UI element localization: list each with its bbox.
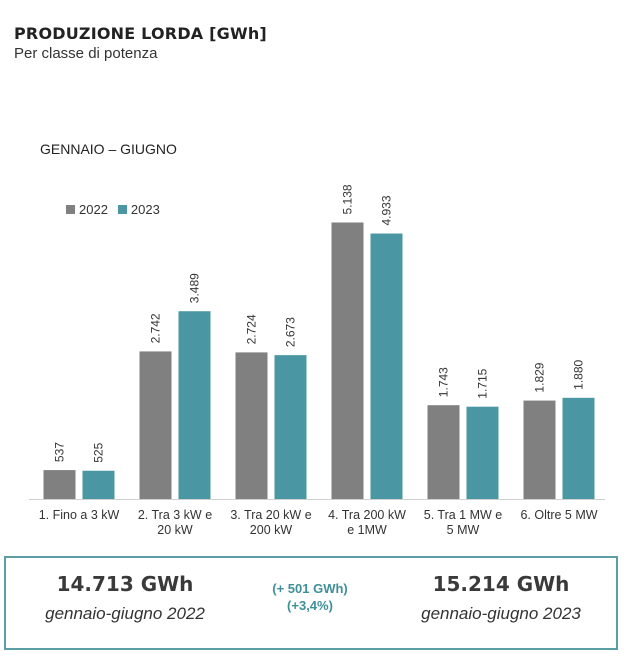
category-label-3-line-1: 3. Tra 20 kW e [230, 508, 311, 522]
data-label-2022-5: 1.743 [437, 367, 451, 397]
page-subtitle: Per classe di potenza [14, 45, 157, 62]
data-label-2022-1: 537 [53, 442, 67, 462]
data-label-2022-2: 2.742 [149, 313, 163, 343]
bar-2022-2 [140, 351, 172, 499]
bar-2023-1 [83, 471, 115, 499]
bar-2022-3 [236, 352, 268, 499]
data-label-2022-4: 5.138 [341, 184, 355, 214]
category-label-2-line-1: 2. Tra 3 kW e [138, 508, 212, 522]
summary-2022-value: 14.713 GWh [20, 572, 230, 596]
bar-chart: 537 525 1. Fino a 3 kW 2.742 3.489 2. Tra 3 k… [0, 80, 629, 555]
category-label-3-line-2: 200 kW [250, 523, 293, 537]
bar-2023-4 [371, 234, 403, 499]
category-label-6-line-1: 6. Oltre 5 MW [520, 508, 597, 522]
category-label-1-line-1: 1. Fino a 3 kW [39, 508, 120, 522]
page-title: PRODUZIONE LORDA [GWh] [14, 24, 267, 43]
category-label-5-line-1: 5. Tra 1 MW e [424, 508, 503, 522]
bar-2022-4 [332, 222, 364, 499]
summary-delta: (+ 501 GWh) (+3,4%) [240, 580, 380, 614]
category-label-4-line-2: e 1MW [347, 523, 387, 537]
summary-2023-period: gennaio-giugno 2023 [396, 604, 606, 624]
bar-2023-5 [467, 407, 499, 499]
bar-2022-1 [44, 470, 76, 499]
data-label-2023-6: 1.880 [572, 359, 586, 389]
data-label-2023-2: 3.489 [188, 273, 202, 303]
summary-box: 14.713 GWh gennaio-giugno 2022 (+ 501 GW… [4, 556, 618, 650]
summary-2022: 14.713 GWh gennaio-giugno 2022 [20, 572, 230, 624]
data-label-2023-5: 1.715 [476, 368, 490, 398]
bar-2022-5 [428, 405, 460, 499]
summary-2022-period: gennaio-giugno 2022 [20, 604, 230, 624]
category-label-2-line-2: 20 kW [157, 523, 193, 537]
bar-2023-2 [179, 311, 211, 499]
summary-2023: 15.214 GWh gennaio-giugno 2023 [396, 572, 606, 624]
bar-2023-6 [563, 398, 595, 499]
category-label-5-line-2: 5 MW [447, 523, 480, 537]
data-label-2023-1: 525 [92, 442, 106, 462]
data-label-2022-6: 1.829 [533, 362, 547, 392]
data-label-2022-3: 2.724 [245, 314, 259, 344]
data-label-2023-3: 2.673 [284, 317, 298, 347]
bar-2023-3 [275, 355, 307, 499]
summary-delta-abs: (+ 501 GWh) [240, 580, 380, 597]
bar-2022-6 [524, 401, 556, 499]
data-label-2023-4: 4.933 [380, 195, 394, 225]
category-label-4-line-1: 4. Tra 200 kW [328, 508, 406, 522]
summary-2023-value: 15.214 GWh [396, 572, 606, 596]
summary-delta-pct: (+3,4%) [240, 597, 380, 614]
